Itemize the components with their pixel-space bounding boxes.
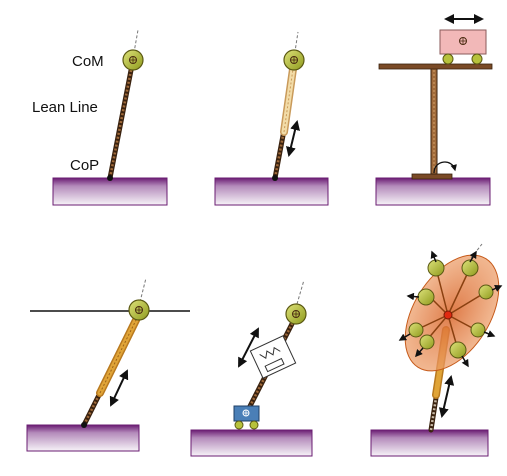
com-ball [284, 50, 304, 70]
com-ball [286, 304, 306, 324]
lean-line-label: Lean Line [32, 99, 98, 116]
cart [440, 30, 486, 64]
panel-simple-inverted-pendulum: CoM Lean Line CoP [32, 30, 167, 205]
length-change-arrow [289, 122, 297, 155]
panel-variable-length-pendulum [215, 32, 328, 205]
telescoping-sleeve-dash [100, 312, 140, 393]
cop-point [272, 175, 278, 181]
panel-constrained-height-pendulum [27, 278, 190, 451]
extension-dashed-line [297, 280, 304, 304]
com-ball [123, 50, 143, 70]
ground-block [371, 430, 488, 456]
com-ball [129, 300, 149, 320]
table-foot [412, 174, 452, 179]
panel-cart-table-model [376, 19, 492, 205]
ground-block [27, 425, 139, 451]
extension-dashed-line [140, 278, 146, 302]
ground-block [376, 178, 490, 205]
table-top [379, 64, 492, 69]
panel-multi-body-model [371, 239, 507, 456]
spring-damper-element [250, 336, 295, 378]
ground-block [215, 178, 328, 205]
panel-spring-damper-pendulum [191, 280, 312, 456]
ground-block [53, 178, 167, 205]
com-label: CoM [72, 53, 104, 70]
cop-point [81, 422, 87, 428]
cart [234, 406, 259, 429]
cop-label: CoP [70, 157, 99, 174]
length-change-arrow [111, 371, 127, 405]
length-change-arrow [442, 377, 451, 416]
ground-block [191, 430, 312, 456]
com-point [444, 311, 452, 319]
cop-point [107, 175, 113, 181]
